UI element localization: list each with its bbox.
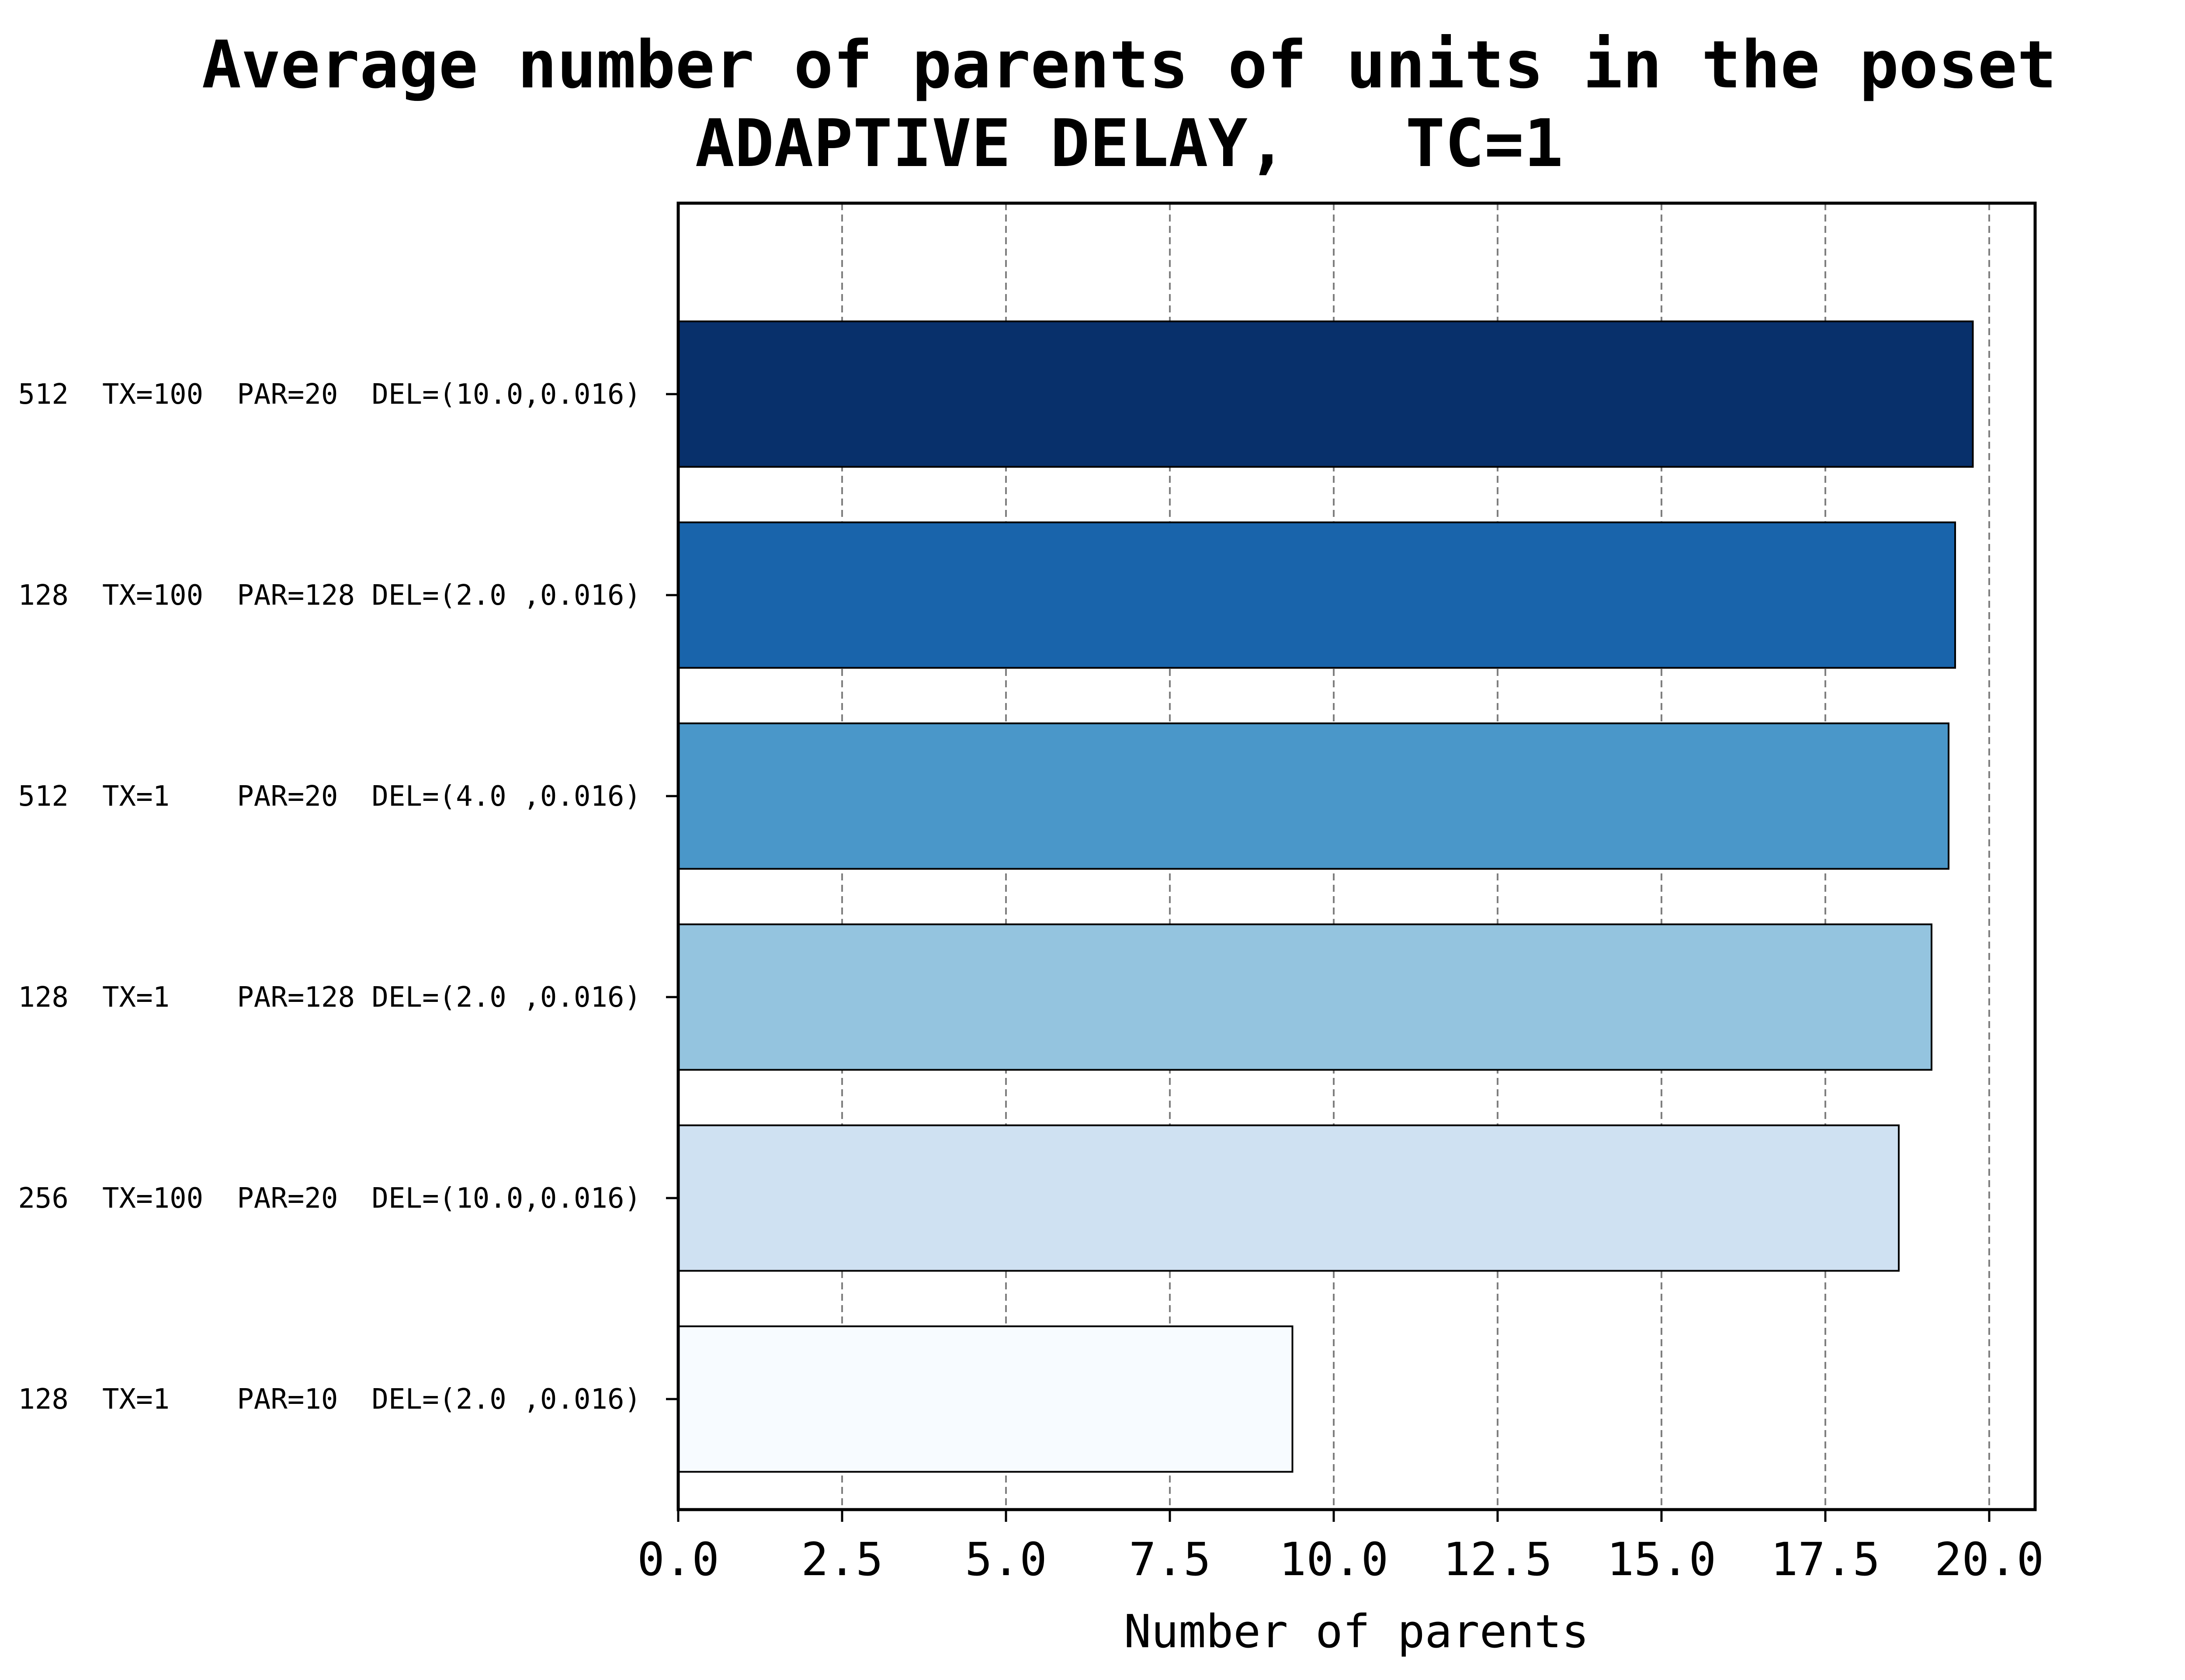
y-tick-label: 512 TX=1 PAR=20 DEL=(4.0 ,0.016) [18, 780, 641, 813]
x-tick-label: 7.5 [1129, 1533, 1211, 1586]
chart-title: Average number of parents of units in th… [202, 27, 2057, 103]
y-axis-ticks: 512 TX=100 PAR=20 DEL=(10.0,0.016) 128 TX… [18, 378, 678, 1416]
x-tick-label: 12.5 [1443, 1533, 1552, 1586]
chart-subtitle: ADAPTIVE DELAY, TC=1 [695, 106, 1564, 182]
x-axis-label: Number of parents [1124, 1605, 1589, 1658]
x-tick-label: 17.5 [1771, 1533, 1880, 1586]
bar [677, 1325, 1294, 1473]
bar [677, 923, 1932, 1071]
bar [677, 521, 1956, 669]
x-tick-label: 2.5 [801, 1533, 883, 1586]
bars [677, 320, 1974, 1473]
y-tick-label: 128 TX=1 PAR=10 DEL=(2.0 ,0.016) [18, 1383, 641, 1416]
x-tick-label: 15.0 [1607, 1533, 1716, 1586]
y-tick-label: 512 TX=100 PAR=20 DEL=(10.0,0.016) [18, 378, 641, 411]
bar [677, 722, 1949, 870]
x-tick-label: 10.0 [1279, 1533, 1388, 1586]
y-tick-label: 128 TX=100 PAR=128 DEL=(2.0 ,0.016) [18, 579, 641, 612]
x-tick-label: 5.0 [965, 1533, 1047, 1586]
bar [677, 320, 1974, 468]
y-tick-label: 256 TX=100 PAR=20 DEL=(10.0,0.016) [18, 1182, 641, 1215]
x-tick-label: 20.0 [1935, 1533, 2044, 1586]
y-tick-label: 128 TX=1 PAR=128 DEL=(2.0 ,0.016) [18, 981, 641, 1014]
x-axis-ticks: 0.0 2.5 5.0 7.5 10.0 12.5 15.0 17.5 20.0 [637, 1510, 2044, 1586]
bar [677, 1124, 1900, 1272]
plot-frame [676, 201, 2037, 1511]
x-tick-label: 0.0 [637, 1533, 719, 1586]
